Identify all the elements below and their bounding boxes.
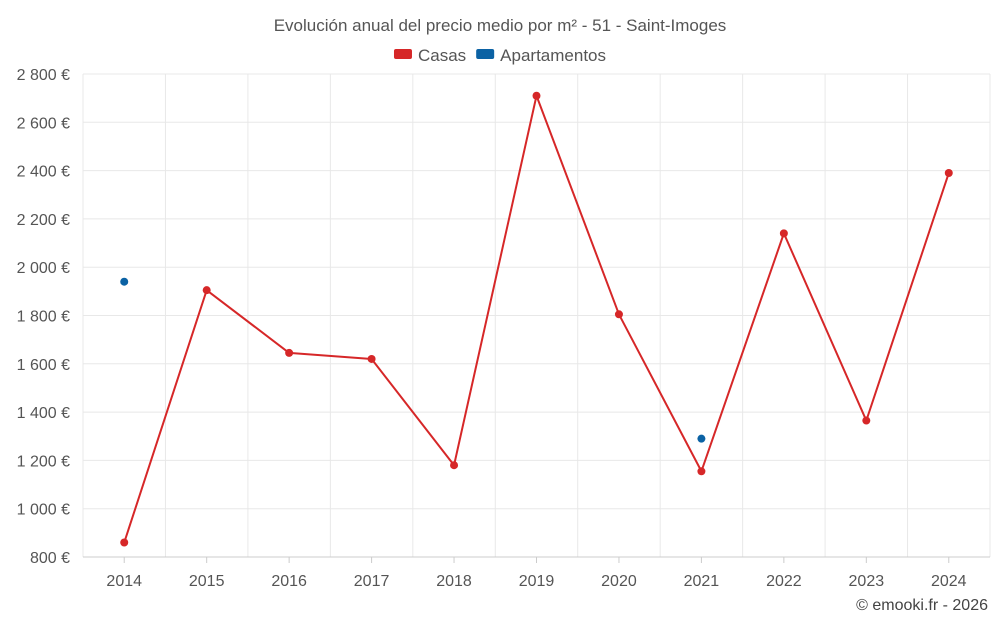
x-tick-label: 2018 bbox=[436, 573, 472, 590]
data-point-casas bbox=[862, 416, 871, 425]
y-tick-label: 1 000 € bbox=[17, 502, 70, 519]
y-tick-label: 2 400 € bbox=[17, 164, 70, 181]
y-tick-label: 2 200 € bbox=[17, 212, 70, 229]
data-point-casas bbox=[202, 286, 211, 295]
y-tick-label: 1 200 € bbox=[17, 453, 70, 470]
y-tick-label: 1 600 € bbox=[17, 357, 70, 374]
data-point-casas bbox=[614, 310, 623, 319]
legend-swatch-casas bbox=[393, 49, 412, 59]
data-point-apartamentos bbox=[120, 277, 129, 286]
y-tick-label: 1 800 € bbox=[17, 309, 70, 326]
y-tick-label: 2 800 € bbox=[17, 67, 70, 84]
data-point-casas bbox=[450, 461, 459, 470]
legend-label-casas: Casas bbox=[418, 46, 466, 65]
x-tick-label: 2023 bbox=[849, 573, 885, 590]
x-tick-label: 2017 bbox=[354, 573, 390, 590]
y-tick-label: 2 000 € bbox=[17, 260, 70, 277]
y-tick-label: 1 400 € bbox=[17, 405, 70, 422]
x-tick-label: 2020 bbox=[601, 573, 637, 590]
x-tick-label: 2014 bbox=[106, 573, 142, 590]
credit: © emooki.fr - 2026 bbox=[856, 597, 988, 614]
data-point-casas bbox=[285, 348, 294, 357]
x-tick-label: 2024 bbox=[931, 573, 967, 590]
x-tick-label: 2021 bbox=[684, 573, 720, 590]
x-tick-label: 2015 bbox=[189, 573, 225, 590]
legend-label-apartamentos: Apartamentos bbox=[500, 46, 606, 65]
x-tick-label: 2019 bbox=[519, 573, 555, 590]
y-tick-label: 800 € bbox=[30, 550, 70, 567]
series-layer bbox=[120, 91, 953, 547]
legend-swatch-apartamentos bbox=[476, 49, 495, 59]
legend: Casas Apartamentos bbox=[393, 46, 606, 65]
data-point-casas bbox=[367, 354, 376, 363]
data-point-casas bbox=[697, 467, 706, 476]
data-point-casas bbox=[944, 169, 953, 178]
grid bbox=[82, 73, 991, 558]
data-point-casas bbox=[779, 229, 788, 238]
data-point-apartamentos bbox=[697, 434, 706, 443]
data-point-casas bbox=[120, 538, 129, 547]
x-tick-label: 2016 bbox=[271, 573, 307, 590]
y-axis-ticks: 800 € 1 000 € 1 200 € 1 400 € 1 600 € 1 800 €… bbox=[17, 67, 70, 567]
y-tick-label: 2 600 € bbox=[17, 115, 70, 132]
data-point-casas bbox=[532, 91, 541, 100]
x-tick-label: 2022 bbox=[766, 573, 802, 590]
chart-title: Evolución anual del precio medio por m² … bbox=[274, 16, 727, 35]
x-axis-ticks: 2014 2015 2016 2017 2018 2019 2020 2021 2022 2023… bbox=[106, 557, 967, 590]
